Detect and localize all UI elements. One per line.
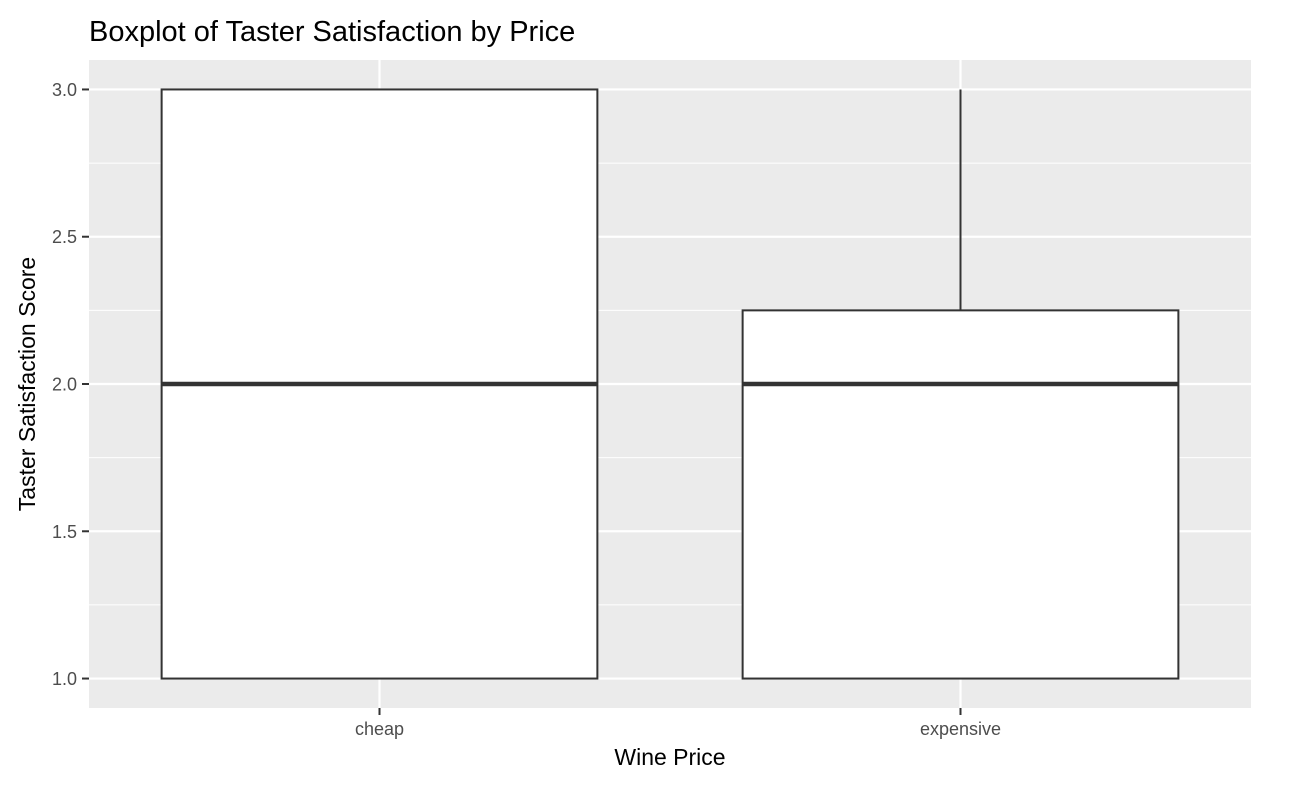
x-tick-label: cheap: [355, 719, 404, 739]
box-rect: [741, 309, 1180, 680]
y-axis-title: Taster Satisfaction Score: [14, 257, 40, 511]
y-tick-label: 1.0: [52, 669, 77, 689]
x-axis-title: Wine Price: [614, 744, 725, 770]
y-tick-label: 3.0: [52, 80, 77, 100]
y-tick-label: 2.0: [52, 375, 77, 395]
y-axis: 1.0 1.5 2.0 2.5 3.0: [52, 80, 89, 689]
x-axis: cheap expensive: [355, 708, 1001, 739]
box-cheap: [160, 88, 599, 680]
x-tick-label: expensive: [920, 719, 1001, 739]
y-tick-label: 1.5: [52, 522, 77, 542]
box-expensive: [741, 89, 1180, 680]
chart-title: Boxplot of Taster Satisfaction by Price: [89, 16, 575, 48]
boxes-layer: [160, 88, 1180, 680]
y-tick-label: 2.5: [52, 227, 77, 247]
